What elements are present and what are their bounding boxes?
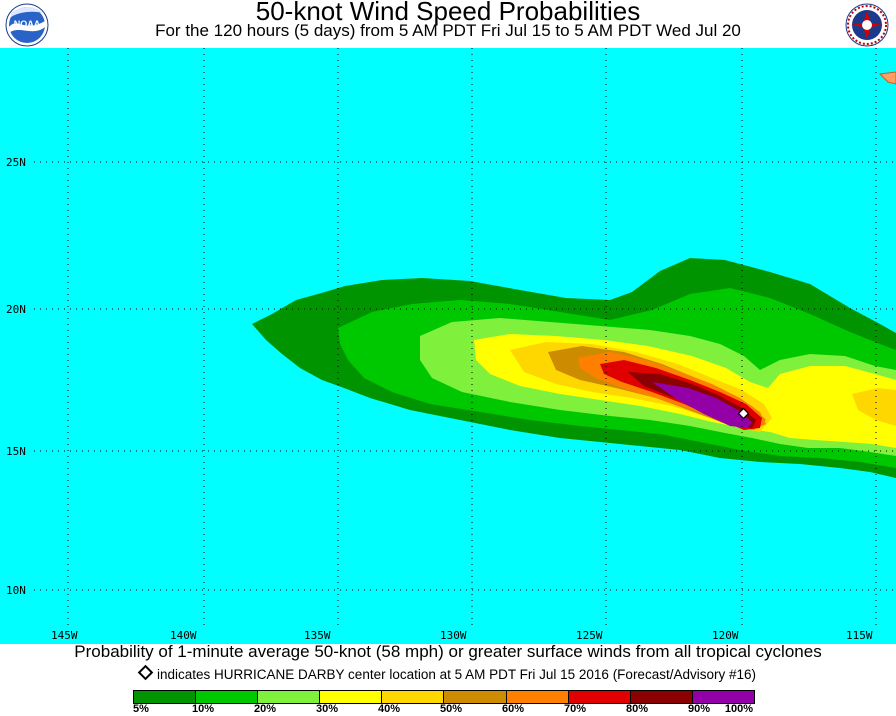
lat-label-15n: 15N <box>6 445 26 458</box>
lon-label-145w: 145W <box>51 629 78 642</box>
noaa-logo-text: NOAA <box>14 19 41 29</box>
legend-label: 70% <box>563 703 587 715</box>
lon-label-125w: 125W <box>576 629 603 642</box>
lon-label-135w: 135W <box>304 629 331 642</box>
storm-center-diamond-icon <box>737 407 750 420</box>
legend-swatch <box>196 691 259 703</box>
legend-swatch <box>692 691 754 703</box>
legend-swatch <box>134 691 197 703</box>
map-description: Probability of 1-minute average 50-knot … <box>74 642 822 661</box>
lat-label-25n: 25N <box>6 156 26 169</box>
page-subtitle: For the 120 hours (5 days) from 5 AM PDT… <box>155 21 741 40</box>
legend-label: 100% <box>724 703 754 715</box>
legend-swatch <box>630 691 693 703</box>
lon-label-120w: 120W <box>712 629 739 642</box>
legend-swatch <box>506 691 569 703</box>
land-baja-tip <box>878 71 896 85</box>
legend-swatch <box>568 691 631 703</box>
graticule <box>34 48 896 628</box>
legend-label: 5% <box>133 703 149 715</box>
legend-label: 30% <box>315 703 339 715</box>
legend-label: 10% <box>191 703 215 715</box>
storm-center-legend-icon <box>137 664 154 681</box>
lon-label-130w: 130W <box>440 629 467 642</box>
legend-label: 20% <box>253 703 277 715</box>
nws-logo-icon <box>845 3 889 47</box>
wind-probability-map: 25N 20N 15N 10N 145W 140W 135W 130W 125W… <box>0 48 896 644</box>
header: 50-knot Wind Speed Probabilities For the… <box>0 0 896 48</box>
legend-swatch <box>320 691 383 703</box>
lat-label-20n: 20N <box>6 303 26 316</box>
legend-label: 60% <box>501 703 525 715</box>
noaa-logo-icon: NOAA <box>5 3 49 47</box>
lon-label-140w: 140W <box>170 629 197 642</box>
prob-90-100-zone <box>652 382 752 428</box>
legend-label: 80% <box>625 703 649 715</box>
legend-swatch <box>444 691 507 703</box>
storm-center-note: indicates HURRICANE DARBY center locatio… <box>0 664 896 682</box>
probability-legend <box>133 690 755 704</box>
legend-label: 40% <box>377 703 401 715</box>
legend-swatch <box>382 691 445 703</box>
legend-swatch <box>258 691 321 703</box>
lon-label-115w: 115W <box>846 629 873 642</box>
legend-label: 90% <box>687 703 711 715</box>
probability-legend-labels: 5% 10% 20% 30% 40% 50% 60% 70% 80% 90% 100% <box>0 703 896 716</box>
legend-label: 50% <box>439 703 463 715</box>
page-title: 50-knot Wind Speed Probabilities <box>255 0 641 26</box>
lat-label-10n: 10N <box>6 584 26 597</box>
storm-center-note-text: indicates HURRICANE DARBY center locatio… <box>157 667 756 682</box>
